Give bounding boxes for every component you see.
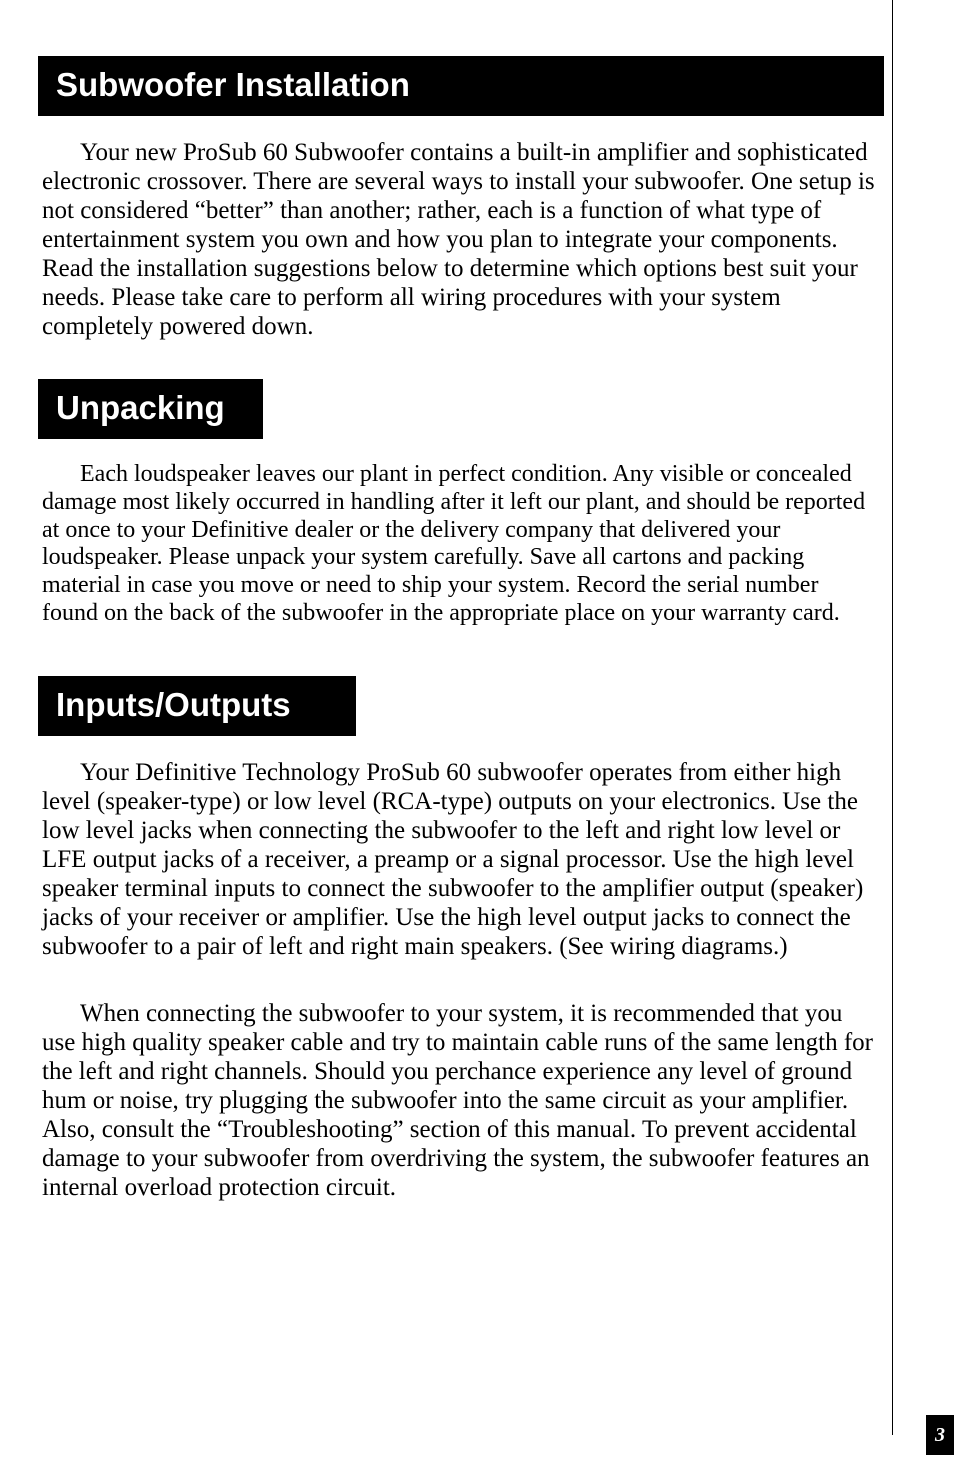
paragraph-unpacking: Each loudspeaker leaves our plant in per… <box>38 461 884 628</box>
page-number-badge: 3 <box>926 1415 954 1455</box>
paragraph-io-2: When connecting the subwoofer to your sy… <box>38 999 884 1202</box>
right-margin-rule <box>892 0 893 1435</box>
paragraph-installation: Your new ProSub 60 Subwoofer contains a … <box>38 138 884 341</box>
heading-inputs-outputs: Inputs/Outputs <box>38 676 356 736</box>
heading-unpacking: Unpacking <box>38 379 263 439</box>
paragraph-io-1: Your Definitive Technology ProSub 60 sub… <box>38 758 884 961</box>
heading-subwoofer-installation: Subwoofer Installation <box>38 56 884 116</box>
page-number: 3 <box>935 1424 945 1447</box>
